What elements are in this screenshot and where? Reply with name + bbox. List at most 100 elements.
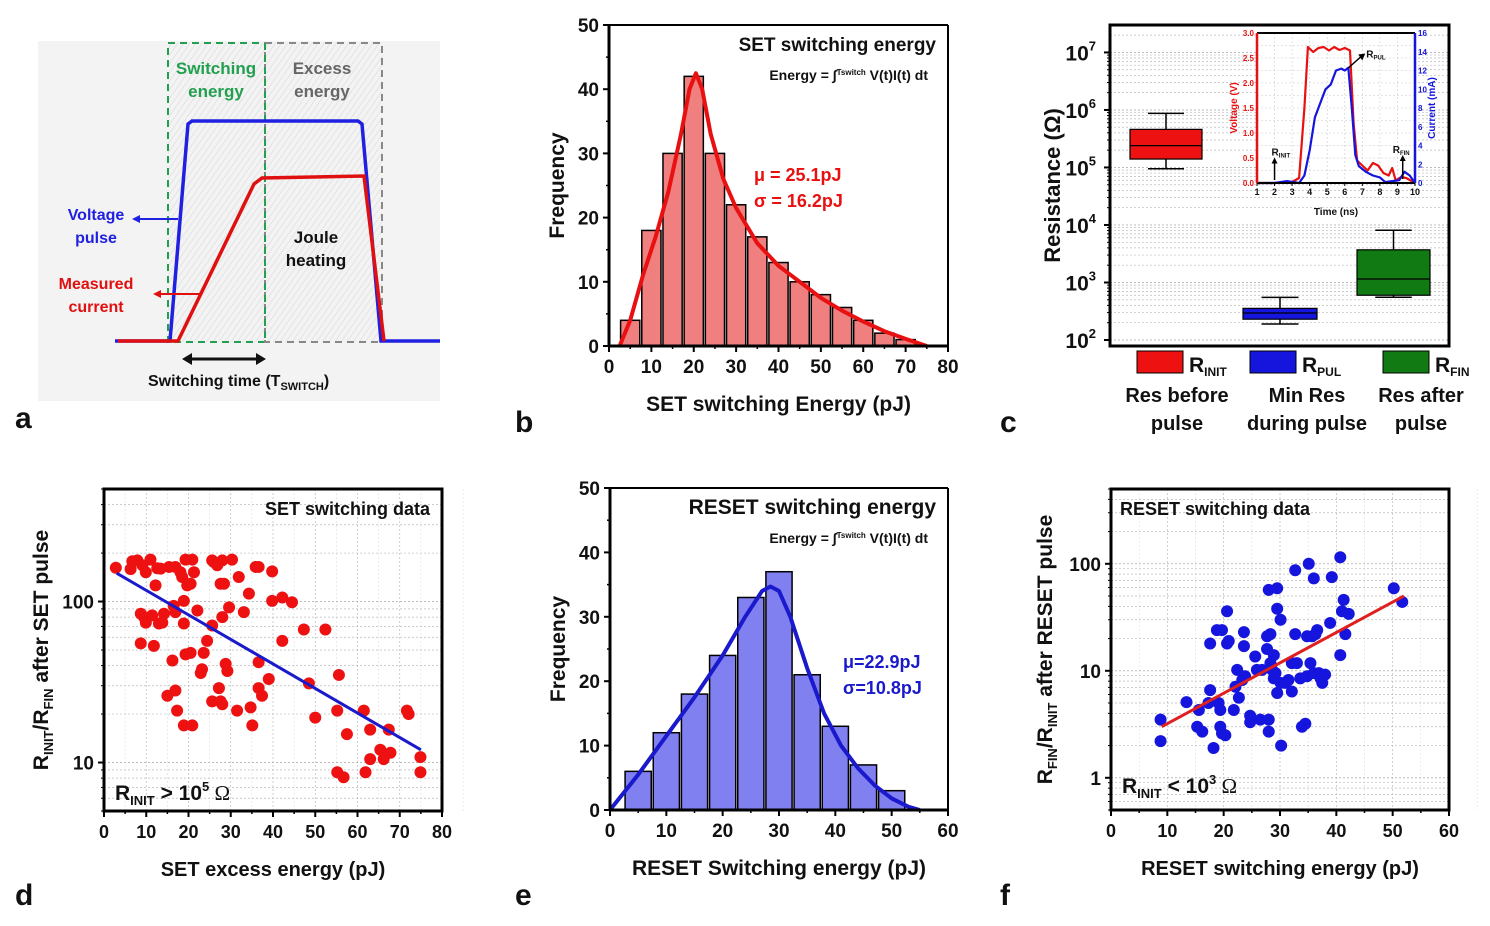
- data-point: [1289, 564, 1302, 577]
- data-point: [139, 566, 152, 579]
- data-point: [256, 689, 269, 702]
- inset-current-trace: [1257, 66, 1416, 185]
- data-point: [1311, 624, 1324, 637]
- data-point: [1180, 696, 1193, 709]
- y-label-sub: FIN: [41, 689, 56, 710]
- panel-letter-d: d: [15, 879, 33, 912]
- integral-sign: ∫: [832, 67, 838, 84]
- inset-x-tick-label: 9: [1395, 187, 1400, 197]
- data-point: [276, 591, 289, 604]
- data-point: [184, 577, 197, 590]
- data-point: [1237, 626, 1250, 639]
- x-tick-label: 40: [1326, 821, 1346, 841]
- voltage-pulse-label-2: pulse: [75, 230, 117, 247]
- fit-line: [1160, 594, 1405, 729]
- data-point: [340, 728, 353, 741]
- box-init: [1129, 128, 1203, 160]
- y-tick-label: 40: [579, 543, 600, 564]
- formula-lhs: Energy =: [769, 67, 832, 83]
- y-tick-base: 10: [1065, 330, 1088, 353]
- inset-current-tick-label: 2: [1418, 160, 1423, 169]
- y-label-sub: INIT: [1045, 703, 1060, 728]
- x-axis-label: RESET Switching energy (pJ): [632, 857, 926, 880]
- y-label-sub: FIN: [1045, 748, 1060, 769]
- x-tick-label: 10: [656, 821, 677, 842]
- data-point: [337, 771, 350, 784]
- data-point: [1299, 717, 1312, 730]
- condition-annotation: RINIT > 105 Ω: [115, 779, 230, 808]
- integral-upper-limit: Tswitch: [837, 68, 866, 77]
- y-axis-label: Frequency: [546, 132, 569, 239]
- x-tick-label: 60: [937, 821, 958, 842]
- x-tick-label: 60: [853, 357, 874, 378]
- data-point: [171, 704, 184, 717]
- data-point: [169, 684, 182, 697]
- data-point: [1334, 649, 1347, 662]
- plot-frame: [1108, 23, 1451, 348]
- x-tick-label: 20: [683, 357, 704, 378]
- inset-marker-label: RFIN: [1393, 145, 1410, 157]
- chart-title: RESET switching energy: [689, 496, 937, 519]
- x-tick-label: 0: [605, 821, 616, 842]
- data-point: [1215, 624, 1228, 637]
- data-point: [414, 766, 427, 779]
- inset-x-axis-label: Time (ns): [1314, 207, 1358, 218]
- inset-x-tick-label: 10: [1410, 187, 1420, 197]
- data-point: [1214, 704, 1227, 717]
- y-tick-label: 30: [578, 144, 599, 165]
- data-point: [1227, 704, 1240, 717]
- joule-heating-label-1: Joule: [294, 228, 338, 247]
- data-point: [166, 654, 179, 667]
- data-point: [1237, 640, 1250, 653]
- y-tick-label: 0: [589, 801, 600, 822]
- fit-curve: [608, 584, 921, 812]
- inset-voltage-tick-label: 3.0: [1243, 29, 1255, 38]
- data-point: [186, 553, 199, 566]
- data-point: [414, 751, 427, 764]
- y-tick-exponent: 4: [1089, 211, 1097, 226]
- data-point: [187, 566, 200, 579]
- histogram-bar: [737, 596, 765, 811]
- legend-description: pulse: [1395, 413, 1447, 435]
- legend-description: during pulse: [1247, 413, 1367, 435]
- y-tick-label: 102: [1065, 326, 1096, 353]
- annotation-sub: INIT: [130, 793, 155, 808]
- data-point: [1337, 593, 1350, 606]
- x-axis-label: SET excess energy (pJ): [161, 859, 386, 881]
- y-tick-label: 0: [588, 337, 599, 358]
- inset-x-tick-label: 1: [1254, 187, 1259, 197]
- y-tick-base: 10: [1065, 215, 1088, 238]
- y-tick-exponent: 2: [1089, 326, 1096, 341]
- data-point: [319, 623, 332, 636]
- inset-background: [1257, 33, 1415, 183]
- integral-sign: ∫: [832, 530, 838, 547]
- inset-marker-sub: FIN: [1400, 151, 1410, 157]
- legend-label-sub: INIT: [1204, 365, 1227, 379]
- data-point: [286, 596, 299, 609]
- data-point: [223, 601, 236, 614]
- y-tick-label: 105: [1065, 153, 1096, 180]
- x-tick-label: 40: [825, 821, 846, 842]
- box-fin: [1356, 249, 1431, 296]
- inset-current-tick-label: 8: [1418, 104, 1423, 113]
- annotation-sup: 3: [1209, 772, 1216, 787]
- current-arrow-icon: [153, 290, 200, 298]
- x-tick-label: 30: [1270, 821, 1290, 841]
- legend-description: Res before: [1125, 385, 1228, 407]
- voltage-pulse-trace: [115, 119, 440, 343]
- data-point: [226, 553, 239, 566]
- annotation-unit: Ω: [1216, 774, 1237, 798]
- data-point: [246, 719, 259, 732]
- inset-current-tick-label: 14: [1418, 48, 1427, 57]
- data-point: [216, 611, 229, 624]
- data-point: [191, 604, 204, 617]
- data-point: [364, 723, 377, 736]
- x-axis-label: SET switching Energy (pJ): [646, 393, 911, 416]
- data-point: [1271, 582, 1284, 595]
- data-point: [374, 743, 387, 756]
- data-point: [1269, 667, 1282, 680]
- data-point: [1264, 628, 1277, 641]
- data-point: [1319, 668, 1332, 681]
